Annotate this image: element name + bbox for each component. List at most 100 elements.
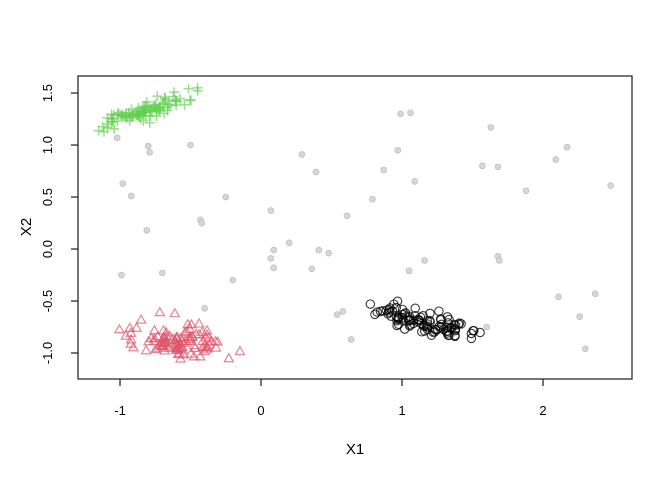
noise-point: [591, 290, 599, 298]
cluster-red-triangle-point: [169, 307, 181, 318]
cluster-black-circle-point: [436, 314, 446, 325]
cluster-green-plus-point: [185, 95, 196, 106]
y-tick-label: 0.0: [40, 240, 55, 258]
noise-point: [118, 271, 125, 279]
cluster-red-triangle-point: [125, 327, 137, 337]
cluster-red-triangle-point: [159, 332, 171, 343]
cluster-green-plus-point: [126, 104, 137, 115]
noise-point: [159, 269, 166, 277]
cluster-green-plus-point: [179, 99, 190, 110]
noise-point: [607, 182, 615, 189]
noise-point: [405, 267, 413, 275]
noise-point: [333, 311, 341, 318]
cluster-green-plus-point: [145, 103, 156, 114]
cluster-green-plus-point: [175, 93, 186, 104]
cluster-red-triangle-point: [193, 317, 205, 328]
noise-point: [187, 141, 194, 149]
noise-point: [312, 168, 320, 176]
cluster-red-triangle-point: [183, 333, 195, 344]
cluster-green-plus-group: [93, 82, 203, 137]
noise-point: [298, 151, 306, 158]
cluster-green-plus-point: [98, 126, 109, 137]
noise-point: [411, 178, 419, 185]
cluster-black-circle-point: [397, 304, 408, 315]
noise-point: [347, 336, 355, 343]
cluster-red-triangle-point: [127, 341, 140, 352]
cluster-black-circle-point: [392, 296, 403, 306]
cluster-red-triangle-point: [148, 335, 160, 346]
x-tick-label: 0: [257, 403, 264, 418]
cluster-red-triangle-point: [196, 341, 209, 352]
noise-point: [325, 249, 333, 257]
noise-point: [369, 195, 376, 203]
noise-point: [496, 257, 503, 264]
noise-point: [146, 149, 153, 156]
cluster-black-circle-point: [365, 299, 376, 309]
cluster-black-circle-point: [442, 312, 453, 322]
noise-point: [394, 146, 402, 154]
y-tick-label: 1.5: [40, 84, 55, 102]
noise-point: [576, 313, 583, 320]
cluster-green-plus-point: [162, 105, 173, 116]
noise-point: [397, 110, 404, 118]
cluster-red-triangle-group: [113, 306, 246, 363]
cluster-green-plus-point: [112, 116, 123, 127]
cluster-red-triangle-point: [130, 322, 143, 332]
noise-point: [270, 246, 278, 254]
cluster-green-plus-point: [170, 95, 181, 106]
cluster-black-circle-point: [391, 311, 402, 322]
cluster-red-triangle-point: [234, 345, 246, 356]
cluster-red-triangle-point: [170, 337, 182, 348]
noise-point: [343, 212, 351, 220]
cluster-red-triangle-point: [181, 325, 193, 336]
cluster-red-triangle-point: [210, 341, 222, 352]
y-axis-label: X2: [18, 218, 35, 236]
cluster-black-circle-point: [404, 316, 414, 326]
noise-point: [483, 323, 490, 331]
cluster-green-plus-point: [169, 87, 180, 98]
cluster-black-circle-point: [454, 318, 465, 328]
noise-point: [522, 187, 530, 195]
cluster-red-triangle-point: [179, 326, 191, 337]
cluster-red-triangle-point: [194, 350, 206, 361]
cluster-red-triangle-point: [184, 323, 196, 334]
cluster-red-triangle-point: [151, 342, 163, 352]
cluster-green-plus-point: [102, 112, 113, 123]
noise-point: [407, 109, 414, 117]
cluster-black-circle-point: [410, 303, 420, 313]
cluster-red-triangle-point: [223, 352, 235, 363]
cluster-red-triangle-point: [193, 328, 205, 339]
noise-point: [201, 304, 208, 312]
cluster-red-triangle-point: [173, 347, 186, 358]
cluster-red-triangle-point: [182, 318, 194, 329]
y-tick-label: -1.0: [40, 342, 55, 364]
cluster-red-triangle-point: [120, 329, 132, 340]
cluster-red-triangle-point: [140, 344, 152, 355]
cluster-red-triangle-point: [135, 313, 147, 324]
cluster-green-plus-point: [153, 104, 164, 115]
noise-point: [555, 293, 562, 301]
cluster-red-triangle-point: [154, 306, 166, 317]
noise-point: [582, 345, 589, 353]
noise-point: [421, 257, 428, 264]
noise-point: [267, 255, 275, 262]
cluster-red-triangle-point: [142, 335, 155, 346]
cluster-black-circle-point: [372, 307, 382, 317]
cluster-green-plus-point: [127, 109, 138, 120]
cluster-black-circle-point: [450, 326, 461, 336]
cluster-green-plus-point: [183, 83, 194, 94]
cluster-red-triangle-point: [148, 324, 161, 335]
cluster-red-triangle-point: [152, 330, 164, 341]
cluster-red-triangle-point: [189, 342, 201, 352]
cluster-black-circle-point: [466, 333, 477, 344]
noise-point: [119, 180, 127, 187]
cluster-black-circle-point: [442, 326, 453, 336]
cluster-green-plus-point: [159, 92, 170, 103]
cluster-red-triangle-point: [200, 331, 212, 342]
noise-gray-dots-group: [113, 109, 615, 353]
noise-point: [222, 193, 230, 201]
x-tick-label: -1: [114, 403, 126, 418]
cluster-green-plus-point: [164, 100, 175, 111]
cluster-red-triangle-point: [155, 340, 168, 351]
